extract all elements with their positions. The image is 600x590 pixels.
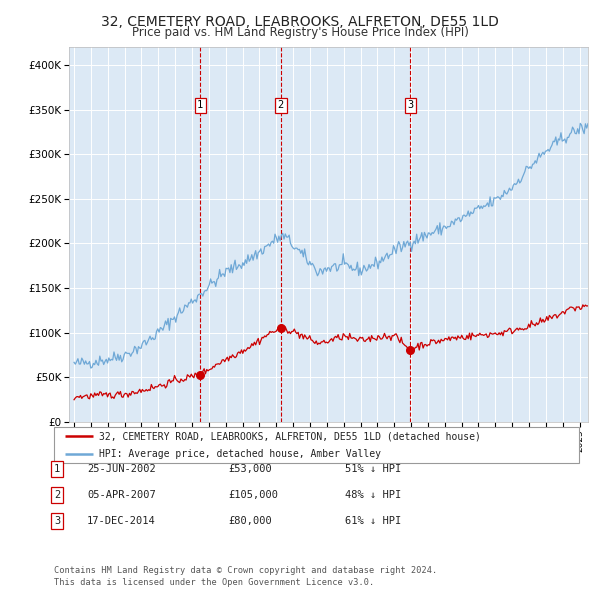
Text: Price paid vs. HM Land Registry's House Price Index (HPI): Price paid vs. HM Land Registry's House … [131, 26, 469, 39]
Text: £80,000: £80,000 [228, 516, 272, 526]
Text: 25-JUN-2002: 25-JUN-2002 [87, 464, 156, 474]
Text: 3: 3 [54, 516, 60, 526]
Text: £105,000: £105,000 [228, 490, 278, 500]
Text: 32, CEMETERY ROAD, LEABROOKS, ALFRETON, DE55 1LD: 32, CEMETERY ROAD, LEABROOKS, ALFRETON, … [101, 15, 499, 30]
Text: Contains HM Land Registry data © Crown copyright and database right 2024.
This d: Contains HM Land Registry data © Crown c… [54, 566, 437, 587]
FancyBboxPatch shape [54, 427, 579, 463]
Text: 05-APR-2007: 05-APR-2007 [87, 490, 156, 500]
Text: 2: 2 [278, 100, 284, 110]
Text: 32, CEMETERY ROAD, LEABROOKS, ALFRETON, DE55 1LD (detached house): 32, CEMETERY ROAD, LEABROOKS, ALFRETON, … [98, 431, 481, 441]
Text: 48% ↓ HPI: 48% ↓ HPI [345, 490, 401, 500]
Text: £53,000: £53,000 [228, 464, 272, 474]
Text: 3: 3 [407, 100, 413, 110]
Text: 1: 1 [54, 464, 60, 474]
Text: 2: 2 [54, 490, 60, 500]
Text: HPI: Average price, detached house, Amber Valley: HPI: Average price, detached house, Ambe… [98, 449, 380, 459]
Text: 61% ↓ HPI: 61% ↓ HPI [345, 516, 401, 526]
Text: 17-DEC-2014: 17-DEC-2014 [87, 516, 156, 526]
Text: 51% ↓ HPI: 51% ↓ HPI [345, 464, 401, 474]
Text: 1: 1 [197, 100, 203, 110]
